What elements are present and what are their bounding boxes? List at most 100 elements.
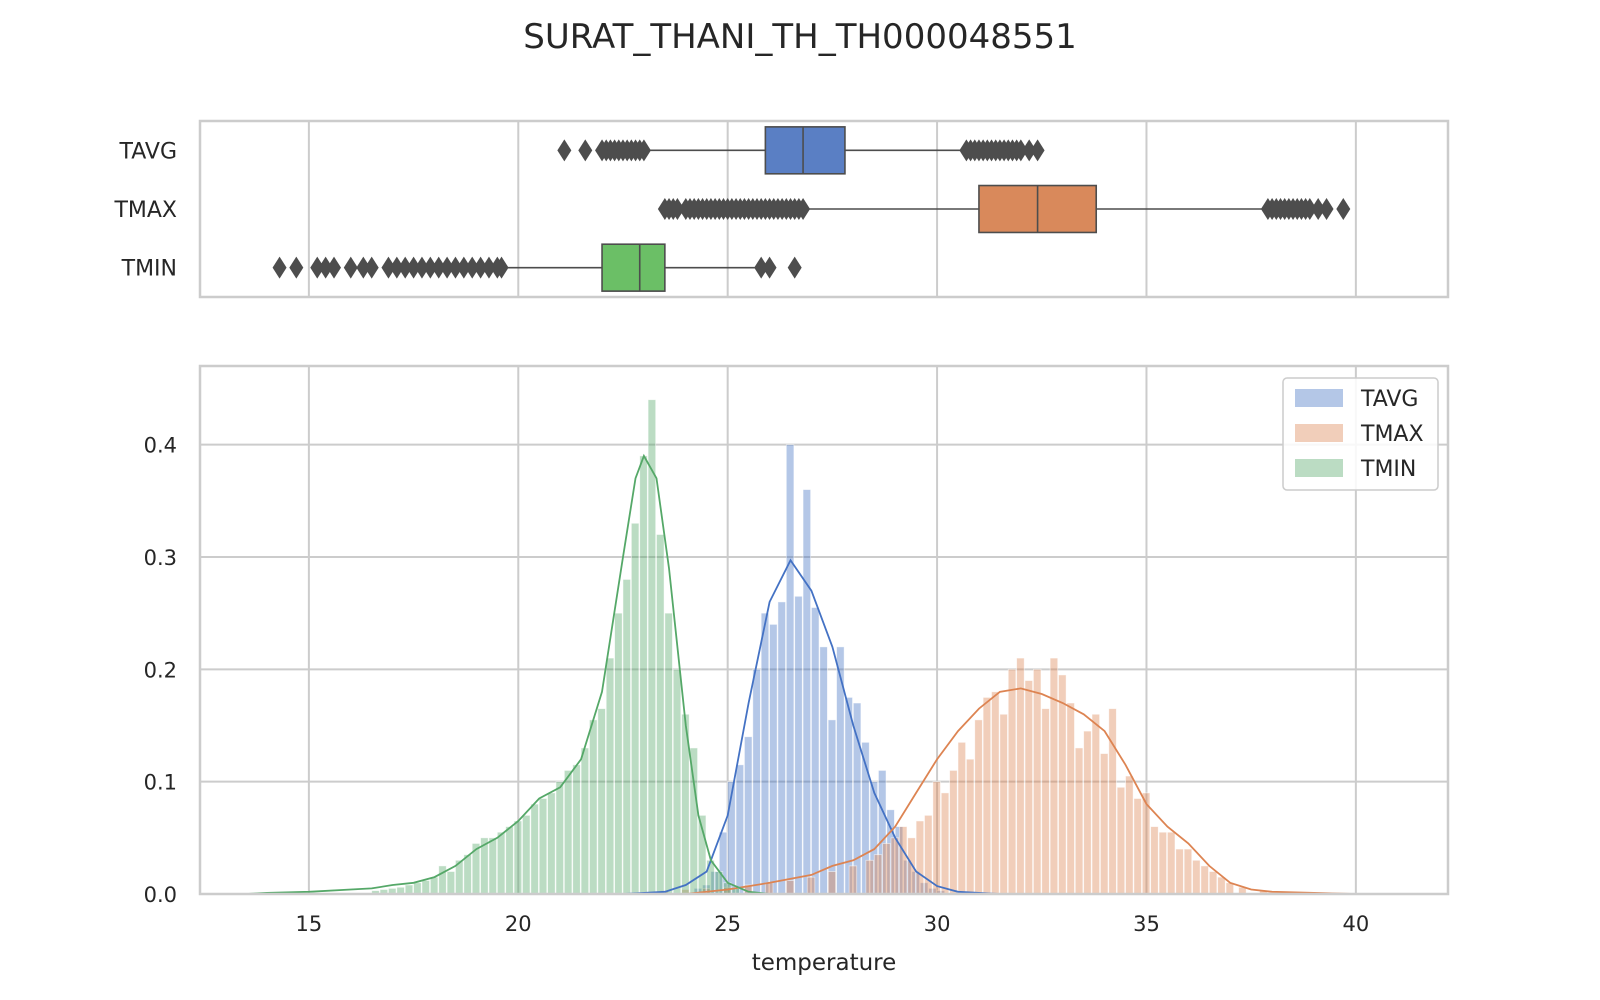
histogram-bar (446, 871, 456, 895)
histogram-bar (580, 747, 590, 895)
outlier-marker (670, 198, 685, 220)
histogram-bar (421, 880, 430, 895)
histogram-bar (496, 831, 506, 895)
histogram-bar (413, 882, 422, 895)
outlier-marker (310, 256, 325, 279)
histogram-bar (991, 691, 1000, 895)
histogram-bar (572, 764, 581, 895)
histogram-bar (555, 781, 564, 895)
outlier-marker (796, 198, 811, 220)
outlier-marker (494, 256, 509, 279)
y-tick-label: 0.0 (144, 883, 177, 907)
outlier-marker (414, 256, 429, 279)
outlier-marker (1311, 198, 1326, 220)
outlier-marker (356, 256, 371, 279)
boxplot-panel: TAVG TMAX TMIN (113, 119, 1450, 299)
y-tick-label: 0.1 (144, 771, 177, 795)
histogram-bar (706, 859, 715, 895)
y-tick-label: 0.3 (144, 546, 177, 570)
outlier-marker (398, 256, 413, 279)
histogram-bar (785, 880, 795, 895)
histogram-bar (1167, 831, 1176, 895)
legend-swatch (1295, 389, 1343, 407)
histogram-bar (505, 826, 514, 895)
histogram-bar (597, 708, 606, 895)
outlier-marker (636, 139, 651, 162)
histogram-bar (1091, 713, 1101, 895)
x-tick-label: 35 (1133, 912, 1160, 936)
outlier-marker (1302, 198, 1317, 220)
histogram-frame (198, 364, 1450, 896)
box-tmax (657, 184, 1351, 234)
histogram-bar (404, 884, 414, 895)
histogram-bar (463, 854, 472, 895)
histogram-bar (769, 623, 778, 895)
y-tick-labels: 0.0 0.1 0.2 0.3 0.4 (144, 434, 177, 907)
x-tick-label: 30 (924, 912, 951, 936)
histogram-bar (429, 876, 439, 895)
outlier-marker (440, 256, 455, 279)
histogram-bar (1192, 859, 1201, 895)
histogram-bar (882, 843, 891, 895)
outlier-marker (423, 256, 438, 279)
bars-tavg (693, 444, 946, 895)
histogram-bar (785, 444, 795, 895)
histogram-bar (974, 719, 983, 895)
legend-item-tmax[interactable]: TMAX (1295, 422, 1424, 447)
histogram-bar (1125, 775, 1134, 895)
legend-label: TAVG (1360, 387, 1418, 412)
y-tick-label: 0.2 (144, 658, 177, 682)
box-iqr (601, 243, 666, 292)
legend[interactable]: TAVG TMAX TMIN (1282, 377, 1439, 491)
histogram-bar (965, 758, 975, 895)
boxplot-category-labels: TAVG TMAX TMIN (113, 139, 177, 281)
outlier-marker (318, 256, 333, 279)
x-tick-label: 20 (505, 912, 532, 936)
outlier-marker (272, 256, 287, 279)
histogram-bars (371, 399, 1268, 895)
histogram-bar (563, 770, 573, 895)
histogram-bar (438, 865, 447, 895)
histogram-bar (915, 820, 925, 895)
histogram-bar (819, 646, 828, 895)
histogram-bar (802, 489, 812, 895)
outlier-marker (1013, 139, 1028, 162)
kde-line-tmax (685, 687, 1356, 895)
box-tavg (557, 126, 1045, 175)
histogram-bar (873, 854, 883, 895)
legend-item-tavg[interactable]: TAVG (1295, 387, 1418, 412)
outlier-marker (456, 256, 471, 279)
histogram-bar (794, 595, 803, 895)
x-tick-labels: 15 20 25 30 35 40 (296, 912, 1370, 936)
histogram-bar (1007, 668, 1017, 895)
box-label-tavg: TAVG (119, 139, 177, 164)
histogram-bar (1133, 798, 1142, 895)
legend-label: TMIN (1360, 457, 1416, 482)
histogram-bar (605, 657, 615, 895)
outlier-marker (578, 139, 593, 162)
outlier-marker (448, 256, 463, 279)
outlier-marker (481, 256, 496, 279)
histogram-bar (538, 798, 548, 895)
histogram-bar (1183, 848, 1193, 895)
histogram-bar (760, 612, 770, 895)
histogram-bar (1049, 657, 1059, 895)
legend-label: TMAX (1360, 422, 1424, 447)
legend-item-tmin[interactable]: TMIN (1295, 457, 1416, 482)
outlier-marker (1319, 198, 1334, 220)
histogram-bar (1158, 831, 1168, 895)
histogram-bar (664, 612, 673, 895)
histogram-bar (1217, 876, 1226, 895)
histogram-bar (982, 697, 992, 895)
histogram-bar (752, 668, 761, 895)
histogram-bar (827, 871, 837, 895)
outlier-marker (465, 256, 480, 279)
x-axis-label: temperature (752, 950, 897, 976)
histogram-bar (865, 859, 874, 895)
histogram-bar (848, 865, 858, 895)
histogram-bar (622, 579, 631, 895)
outlier-marker (1336, 198, 1351, 220)
histogram-bar (1041, 708, 1050, 895)
legend-frame (1282, 377, 1439, 491)
outlier-marker (754, 256, 769, 279)
